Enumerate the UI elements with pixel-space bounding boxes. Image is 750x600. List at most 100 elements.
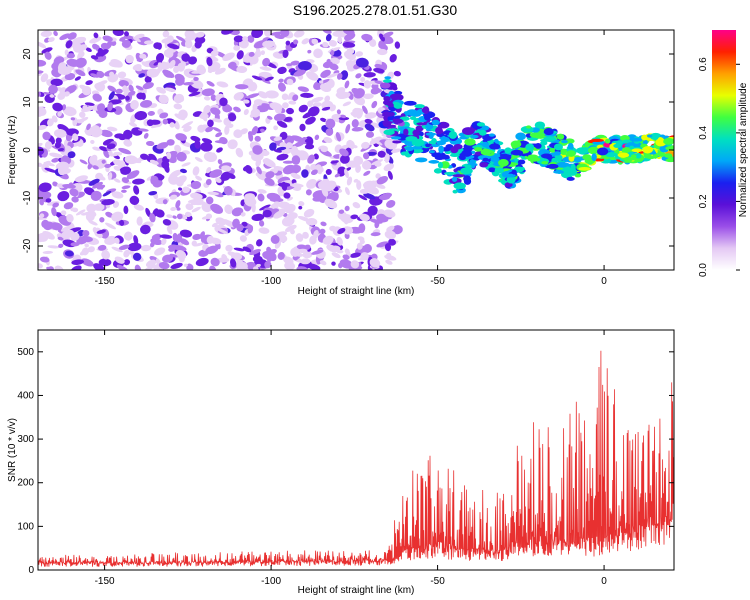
spectrogram-cell xyxy=(123,205,129,215)
spectrogram-cell xyxy=(215,217,227,226)
spectrogram-cell xyxy=(369,218,383,224)
spectrogram-cell xyxy=(93,32,99,39)
spectrogram-cell xyxy=(319,228,326,235)
spectrogram-cell xyxy=(390,136,402,140)
spectrogram-cell xyxy=(159,112,169,119)
spectrogram-cell xyxy=(437,161,444,169)
y-tick-label: 10 xyxy=(22,96,33,108)
spectrogram-cell xyxy=(64,250,74,257)
spectrogram-cell xyxy=(114,133,125,139)
spectrogram-cell xyxy=(459,156,466,160)
spectrogram-cell xyxy=(490,156,500,163)
snr-series-line xyxy=(38,350,674,567)
spectrogram-cell xyxy=(355,51,364,57)
spectrogram-cell xyxy=(364,112,377,119)
spectrogram-cell xyxy=(175,35,186,42)
spectrogram-cell xyxy=(356,242,363,250)
spectrogram-cell xyxy=(428,160,440,164)
spectrogram-cell xyxy=(53,128,67,138)
spectrogram-cell xyxy=(540,140,548,146)
spectrogram-cell xyxy=(251,75,263,81)
spectrogram-cell xyxy=(382,79,392,83)
spectrogram-cell xyxy=(146,140,155,147)
spectrogram-cell xyxy=(313,229,319,239)
spectrogram-cell xyxy=(385,259,393,265)
spectrogram-cell xyxy=(259,204,271,211)
spectrogram-cell xyxy=(337,166,347,175)
colorbar: 0.0 0.2 0.4 0.6 Normalized spectral amplitu… xyxy=(698,30,749,277)
spectrogram-cell xyxy=(453,182,466,190)
spectrogram-cell xyxy=(379,82,391,89)
spectrogram-cell xyxy=(295,233,304,242)
spectrogram-cell xyxy=(243,108,249,116)
spectrogram-cell xyxy=(506,175,516,184)
spectrogram-cell xyxy=(210,50,219,57)
spectrogram-cell xyxy=(515,132,526,141)
spectrogram-cell xyxy=(236,262,248,270)
spectrogram-y-label: Frequency (Hz) xyxy=(7,116,18,185)
spectrogram-cell xyxy=(323,136,333,144)
spectrogram-cell xyxy=(384,153,390,163)
spectrogram-cell xyxy=(283,192,291,199)
spectrogram-cell xyxy=(264,261,272,269)
spectrogram-cell xyxy=(173,65,180,73)
spectrogram-cell xyxy=(54,265,64,270)
spectrogram-cell xyxy=(541,161,549,165)
spectrogram-cell xyxy=(164,87,176,92)
y-tick-label: 0 xyxy=(28,565,34,576)
spectrogram-cell xyxy=(58,243,64,248)
spectrogram-cell xyxy=(178,187,183,191)
spectrogram-cell xyxy=(140,153,149,160)
spectrogram-cell xyxy=(59,33,71,41)
spectrogram-cell xyxy=(43,161,55,167)
spectrogram-cell xyxy=(256,166,262,175)
spectrogram-cell xyxy=(349,252,362,258)
spectrogram-cell xyxy=(233,45,241,51)
spectrogram-cell xyxy=(191,200,206,206)
spectrogram-cell xyxy=(38,91,42,97)
spectrogram-cell xyxy=(113,178,121,183)
spectrogram-cell xyxy=(265,171,275,179)
colorbar-tick-label: 0.0 xyxy=(698,263,709,277)
spectrogram-cell xyxy=(74,175,88,183)
spectrogram-cell xyxy=(265,90,279,99)
spectrogram-cell xyxy=(393,70,401,77)
spectrogram-cell xyxy=(235,84,249,90)
spectrogram-cell xyxy=(391,225,403,235)
spectrogram-cell xyxy=(276,153,289,161)
spectrogram-cell xyxy=(215,177,222,183)
spectrogram-cell xyxy=(375,173,381,179)
spectrogram-cell xyxy=(346,176,353,186)
spectrogram-cell xyxy=(392,140,402,144)
spectrogram-cell xyxy=(431,119,440,126)
spectrogram-cell xyxy=(203,96,211,101)
spectrogram-cell xyxy=(215,227,229,235)
spectrogram-cell xyxy=(101,199,115,206)
spectrogram-cell xyxy=(249,249,261,256)
spectrogram-cell xyxy=(278,82,286,92)
spectrogram-cell xyxy=(504,182,513,188)
spectrogram-cell xyxy=(392,118,404,124)
spectrogram-cells xyxy=(38,30,674,270)
spectrogram-cell xyxy=(425,132,437,136)
spectrogram-cell xyxy=(386,200,396,208)
spectrogram-cell xyxy=(176,213,183,220)
spectrogram-cell xyxy=(224,125,230,135)
spectrogram-cell xyxy=(134,33,145,39)
spectrogram-cell xyxy=(330,191,339,202)
spectrogram-cell xyxy=(143,264,156,270)
spectrogram-cell xyxy=(119,166,128,171)
spectrogram-cell xyxy=(123,249,130,258)
spectrogram-cell xyxy=(99,217,105,223)
spectrogram-cell xyxy=(215,132,223,138)
spectrogram-cell xyxy=(251,126,259,136)
spectrogram-cell xyxy=(286,78,294,86)
spectrogram-cell xyxy=(350,112,357,117)
spectrogram-cell xyxy=(44,167,57,173)
spectrogram-cell xyxy=(182,186,190,194)
spectrogram-cell xyxy=(480,148,492,156)
spectrogram-cell xyxy=(604,151,618,158)
spectrogram-cell xyxy=(136,58,144,62)
spectrogram-cell xyxy=(129,195,140,205)
spectrogram-cell xyxy=(259,128,265,133)
